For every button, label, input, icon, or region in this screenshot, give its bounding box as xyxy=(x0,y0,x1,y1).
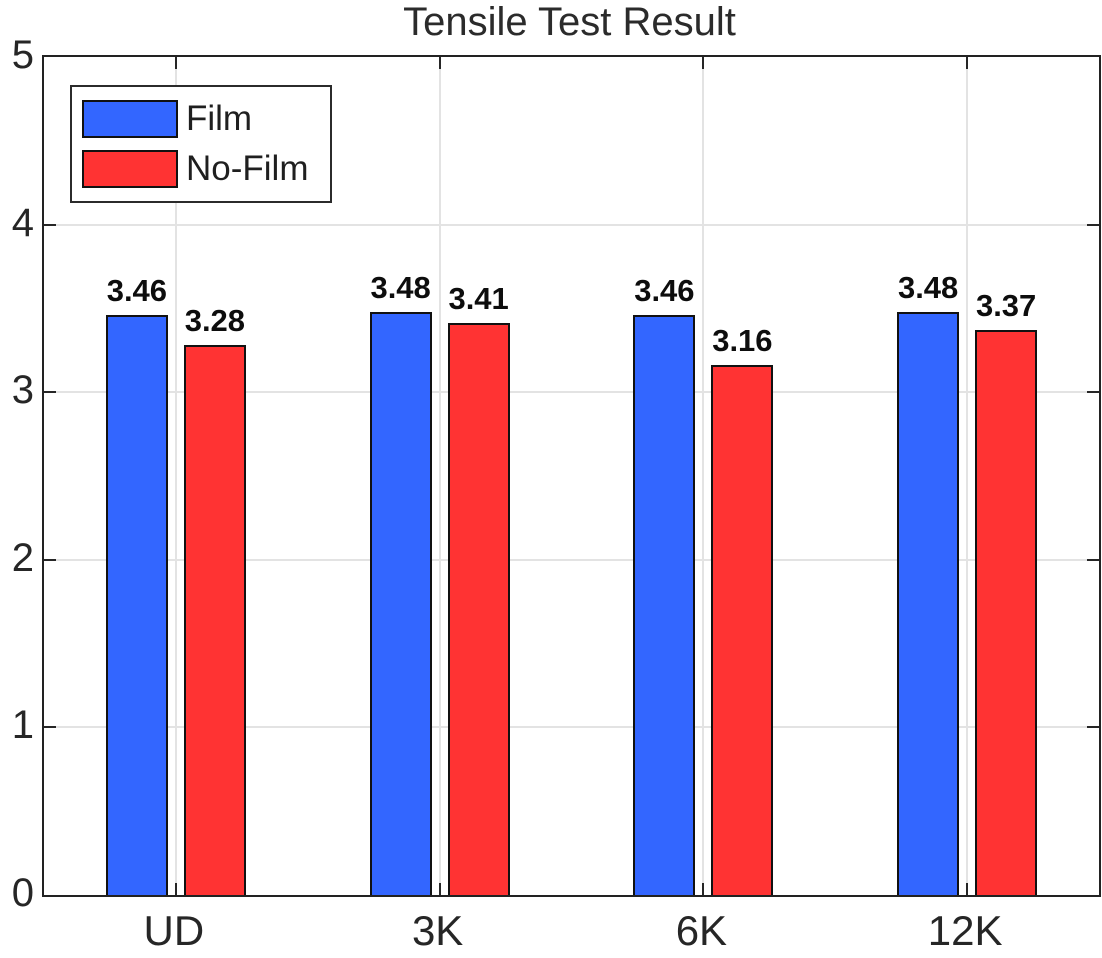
bar-value-label: 3.16 xyxy=(712,323,773,359)
y-axis-tick-label: 1 xyxy=(11,703,34,748)
bar-no-film-6k xyxy=(711,365,774,895)
bar-value-label: 3.48 xyxy=(897,269,959,305)
legend-label-film: Film xyxy=(186,99,253,138)
y-axis-tick xyxy=(44,558,56,561)
bar-value-label: 3.46 xyxy=(106,273,168,309)
y-axis-tick xyxy=(1087,726,1099,729)
legend-swatch-film xyxy=(82,100,178,138)
bar-no-film-3k xyxy=(447,323,510,895)
legend: Film No-Film xyxy=(70,85,333,203)
legend-swatch-no-film xyxy=(82,150,178,188)
plot-area: Film No-Film 3.46 3.28 3.48 3.41 3.46 3.16 3.4… xyxy=(42,55,1101,897)
legend-label-no-film: No-Film xyxy=(186,149,309,188)
x-axis-tick xyxy=(966,883,969,895)
x-axis-tick xyxy=(438,883,441,895)
chart-title: Tensile Test Result xyxy=(403,0,736,44)
y-axis-tick xyxy=(44,391,56,394)
y-axis-tick xyxy=(1087,558,1099,561)
bar-film-ud xyxy=(105,315,168,895)
x-axis-tick-label: 12K xyxy=(927,907,1003,954)
legend-item-film: Film xyxy=(82,99,308,139)
y-axis-tick-label: 0 xyxy=(11,871,34,915)
x-axis-tick xyxy=(174,57,177,69)
bar-film-6k xyxy=(633,315,696,895)
bar-no-film-ud xyxy=(183,345,246,895)
x-axis-tick xyxy=(438,57,441,69)
y-axis-tick xyxy=(1087,223,1099,226)
h-gridline xyxy=(44,726,1099,729)
y-axis-tick xyxy=(44,223,56,226)
v-gridline xyxy=(438,57,441,895)
h-gridline xyxy=(44,223,1099,226)
x-axis-tick xyxy=(966,57,969,69)
v-gridline xyxy=(966,57,969,895)
x-axis-tick xyxy=(702,883,705,895)
y-axis-tick xyxy=(1087,391,1099,394)
bar-no-film-12k xyxy=(975,330,1038,895)
v-gridline xyxy=(174,57,177,895)
y-axis-tick-label: 5 xyxy=(11,33,34,77)
y-axis-tick xyxy=(44,726,56,729)
x-axis-tick-label: 3K xyxy=(411,907,464,954)
x-axis-tick-label: 6K xyxy=(675,907,728,954)
y-axis-tick-label: 2 xyxy=(11,535,34,580)
h-gridline xyxy=(44,391,1099,394)
x-axis-tick xyxy=(174,883,177,895)
bar-film-12k xyxy=(897,311,960,895)
y-axis-tick-label: 4 xyxy=(11,200,34,245)
x-axis-tick-label: UD xyxy=(143,907,205,954)
bar-value-label: 3.41 xyxy=(448,281,509,317)
legend-item-no-film: No-Film xyxy=(82,149,308,189)
bar-film-3k xyxy=(369,311,432,895)
bar-value-label: 3.28 xyxy=(184,303,246,339)
x-axis-tick xyxy=(702,57,705,69)
bar-value-label: 3.48 xyxy=(370,269,431,305)
bar-value-label: 3.46 xyxy=(634,273,695,309)
bar-value-label: 3.37 xyxy=(975,288,1037,324)
y-axis-tick-label: 3 xyxy=(11,368,34,413)
h-gridline xyxy=(44,558,1099,561)
v-gridline xyxy=(702,57,705,895)
